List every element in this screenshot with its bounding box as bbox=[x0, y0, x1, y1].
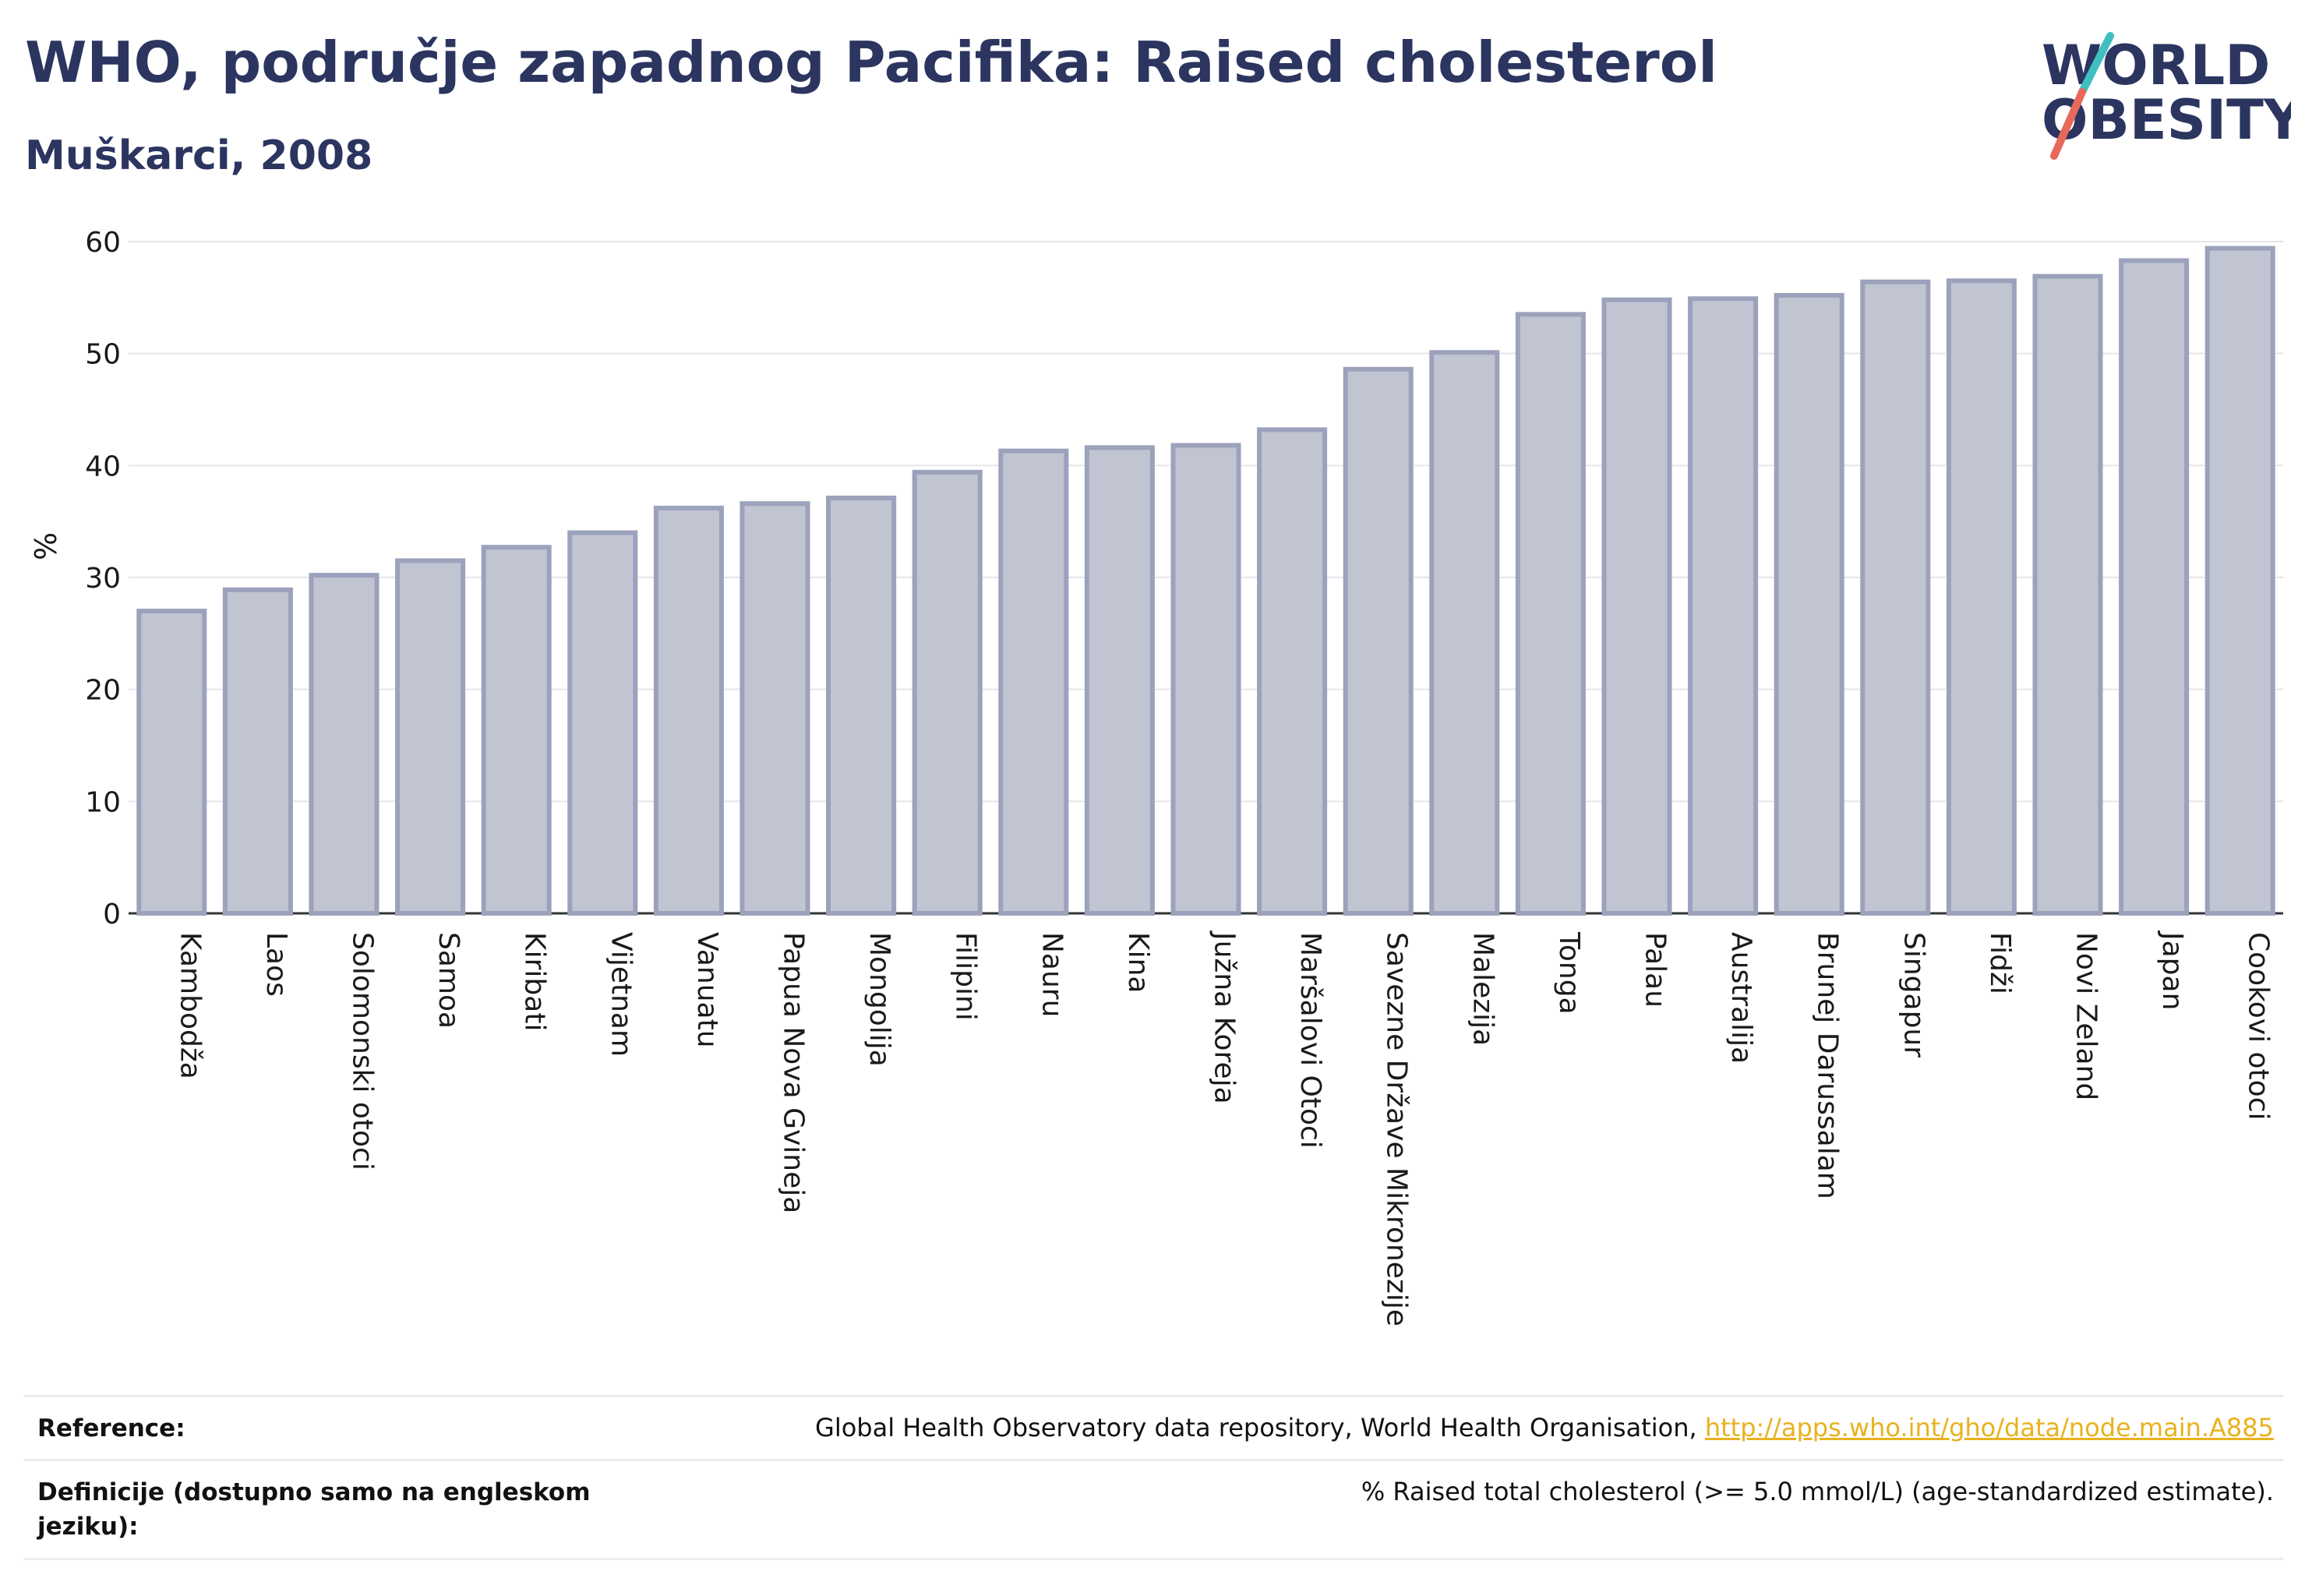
reference-row: Reference: Global Health Observatory dat… bbox=[23, 1395, 2283, 1461]
bar[interactable] bbox=[1170, 443, 1241, 916]
y-tick-label: 20 bbox=[85, 675, 121, 707]
x-tick-label: Južna Koreja bbox=[1209, 930, 1241, 1104]
logo-slash-teal bbox=[2078, 32, 2114, 96]
chart-footer: Reference: Global Health Observatory dat… bbox=[23, 1395, 2283, 1560]
bar[interactable] bbox=[1860, 279, 1931, 916]
bar[interactable] bbox=[740, 501, 810, 916]
x-tick-label: Kina bbox=[1122, 932, 1154, 994]
y-tick-label: 50 bbox=[85, 339, 121, 371]
x-tick-label: Maršalovi Otoci bbox=[1294, 932, 1326, 1149]
bar[interactable] bbox=[912, 469, 983, 916]
x-tick-label: Cookovi otoci bbox=[2243, 932, 2275, 1121]
x-tick-label: Papua Nova Gvineja bbox=[778, 932, 810, 1213]
bar[interactable] bbox=[395, 558, 466, 916]
x-tick-label: Fidži bbox=[1984, 932, 2016, 994]
x-axis-labels: Kambodža Laos Solomonski otoci Samoa Kiribat… bbox=[174, 930, 2274, 1326]
bar[interactable] bbox=[1429, 350, 1500, 916]
y-tick-label: 10 bbox=[85, 786, 121, 818]
bar-chart: 0 10 20 30 40 50 60 Kambodža Laos Solomonski oto… bbox=[29, 227, 2283, 1326]
x-tick-label: Mongolija bbox=[863, 932, 895, 1067]
y-tick-label: 0 bbox=[103, 899, 121, 930]
bar[interactable] bbox=[1774, 292, 1844, 916]
x-tick-label: Kiribati bbox=[519, 932, 551, 1031]
reference-text: Global Health Observatory data repositor… bbox=[815, 1413, 1705, 1442]
x-tick-label: Malezija bbox=[1467, 932, 1498, 1046]
x-tick-label: Novi Zeland bbox=[2070, 932, 2102, 1100]
x-tick-label: Laos bbox=[260, 932, 292, 997]
bar[interactable] bbox=[1084, 445, 1155, 916]
x-tick-label: Samoa bbox=[432, 932, 464, 1029]
x-tick-label: Japan bbox=[2156, 930, 2188, 1010]
definition-label: Definicije (dostupno samo na engleskom j… bbox=[37, 1478, 591, 1541]
y-tick-label: 30 bbox=[85, 563, 121, 595]
y-tick-label: 60 bbox=[85, 227, 121, 259]
bar[interactable] bbox=[481, 545, 552, 916]
x-tick-label: Kambodža bbox=[174, 932, 206, 1079]
reference-label: Reference: bbox=[37, 1414, 185, 1442]
y-axis-label: % bbox=[29, 532, 63, 560]
bar[interactable] bbox=[826, 495, 897, 916]
bar[interactable] bbox=[222, 587, 293, 916]
world-obesity-logo: WORLD OBESITY bbox=[2042, 32, 2291, 160]
bar[interactable] bbox=[1515, 312, 1586, 916]
y-tick-label: 40 bbox=[85, 450, 121, 482]
x-tick-label: Palau bbox=[1640, 932, 1671, 1008]
bar[interactable] bbox=[136, 609, 207, 916]
definition-value: % Raised total cholesterol (>= 5.0 mmol/… bbox=[1361, 1477, 2274, 1506]
bars bbox=[136, 245, 2275, 916]
x-tick-label: Filipini bbox=[950, 932, 982, 1021]
definition-row: Definicije (dostupno samo na engleskom j… bbox=[23, 1459, 2283, 1560]
bar[interactable] bbox=[309, 573, 379, 916]
bar[interactable] bbox=[1343, 366, 1414, 916]
x-tick-label: Solomonski otoci bbox=[347, 932, 379, 1171]
bar[interactable] bbox=[2119, 258, 2190, 916]
bar[interactable] bbox=[1946, 278, 2017, 916]
x-tick-label: Australija bbox=[1725, 932, 1757, 1064]
x-tick-label: Nauru bbox=[1036, 932, 1068, 1017]
x-tick-label: Brunej Darussalam bbox=[1812, 932, 1844, 1199]
bar[interactable] bbox=[1601, 297, 1672, 916]
x-tick-label: Vanuatu bbox=[691, 932, 723, 1048]
bar[interactable] bbox=[1257, 427, 1328, 916]
x-tick-label: Tonga bbox=[1553, 931, 1585, 1015]
bar[interactable] bbox=[2204, 245, 2275, 916]
bar[interactable] bbox=[653, 505, 724, 916]
logo-slash-coral bbox=[2050, 88, 2086, 160]
bar[interactable] bbox=[1688, 296, 1759, 916]
bar[interactable] bbox=[998, 448, 1069, 916]
x-tick-label: Singapur bbox=[1897, 932, 1929, 1058]
bar[interactable] bbox=[2032, 274, 2103, 916]
reference-link[interactable]: http://apps.who.int/gho/data/node.main.A… bbox=[1704, 1413, 2274, 1442]
chart-subtitle: Muškarci, 2008 bbox=[25, 132, 373, 179]
bar[interactable] bbox=[567, 530, 638, 916]
chart-title: WHO, područje zapadnog Pacifika: Raised … bbox=[25, 30, 1717, 95]
y-axis-ticks: 0 10 20 30 40 50 60 bbox=[85, 227, 121, 930]
reference-value: Global Health Observatory data repositor… bbox=[815, 1413, 2274, 1442]
x-tick-label: Vijetnam bbox=[605, 932, 637, 1057]
logo-line1: WORLD bbox=[2042, 34, 2270, 97]
x-tick-label: Savezne Države Mikronezije bbox=[1381, 932, 1413, 1326]
